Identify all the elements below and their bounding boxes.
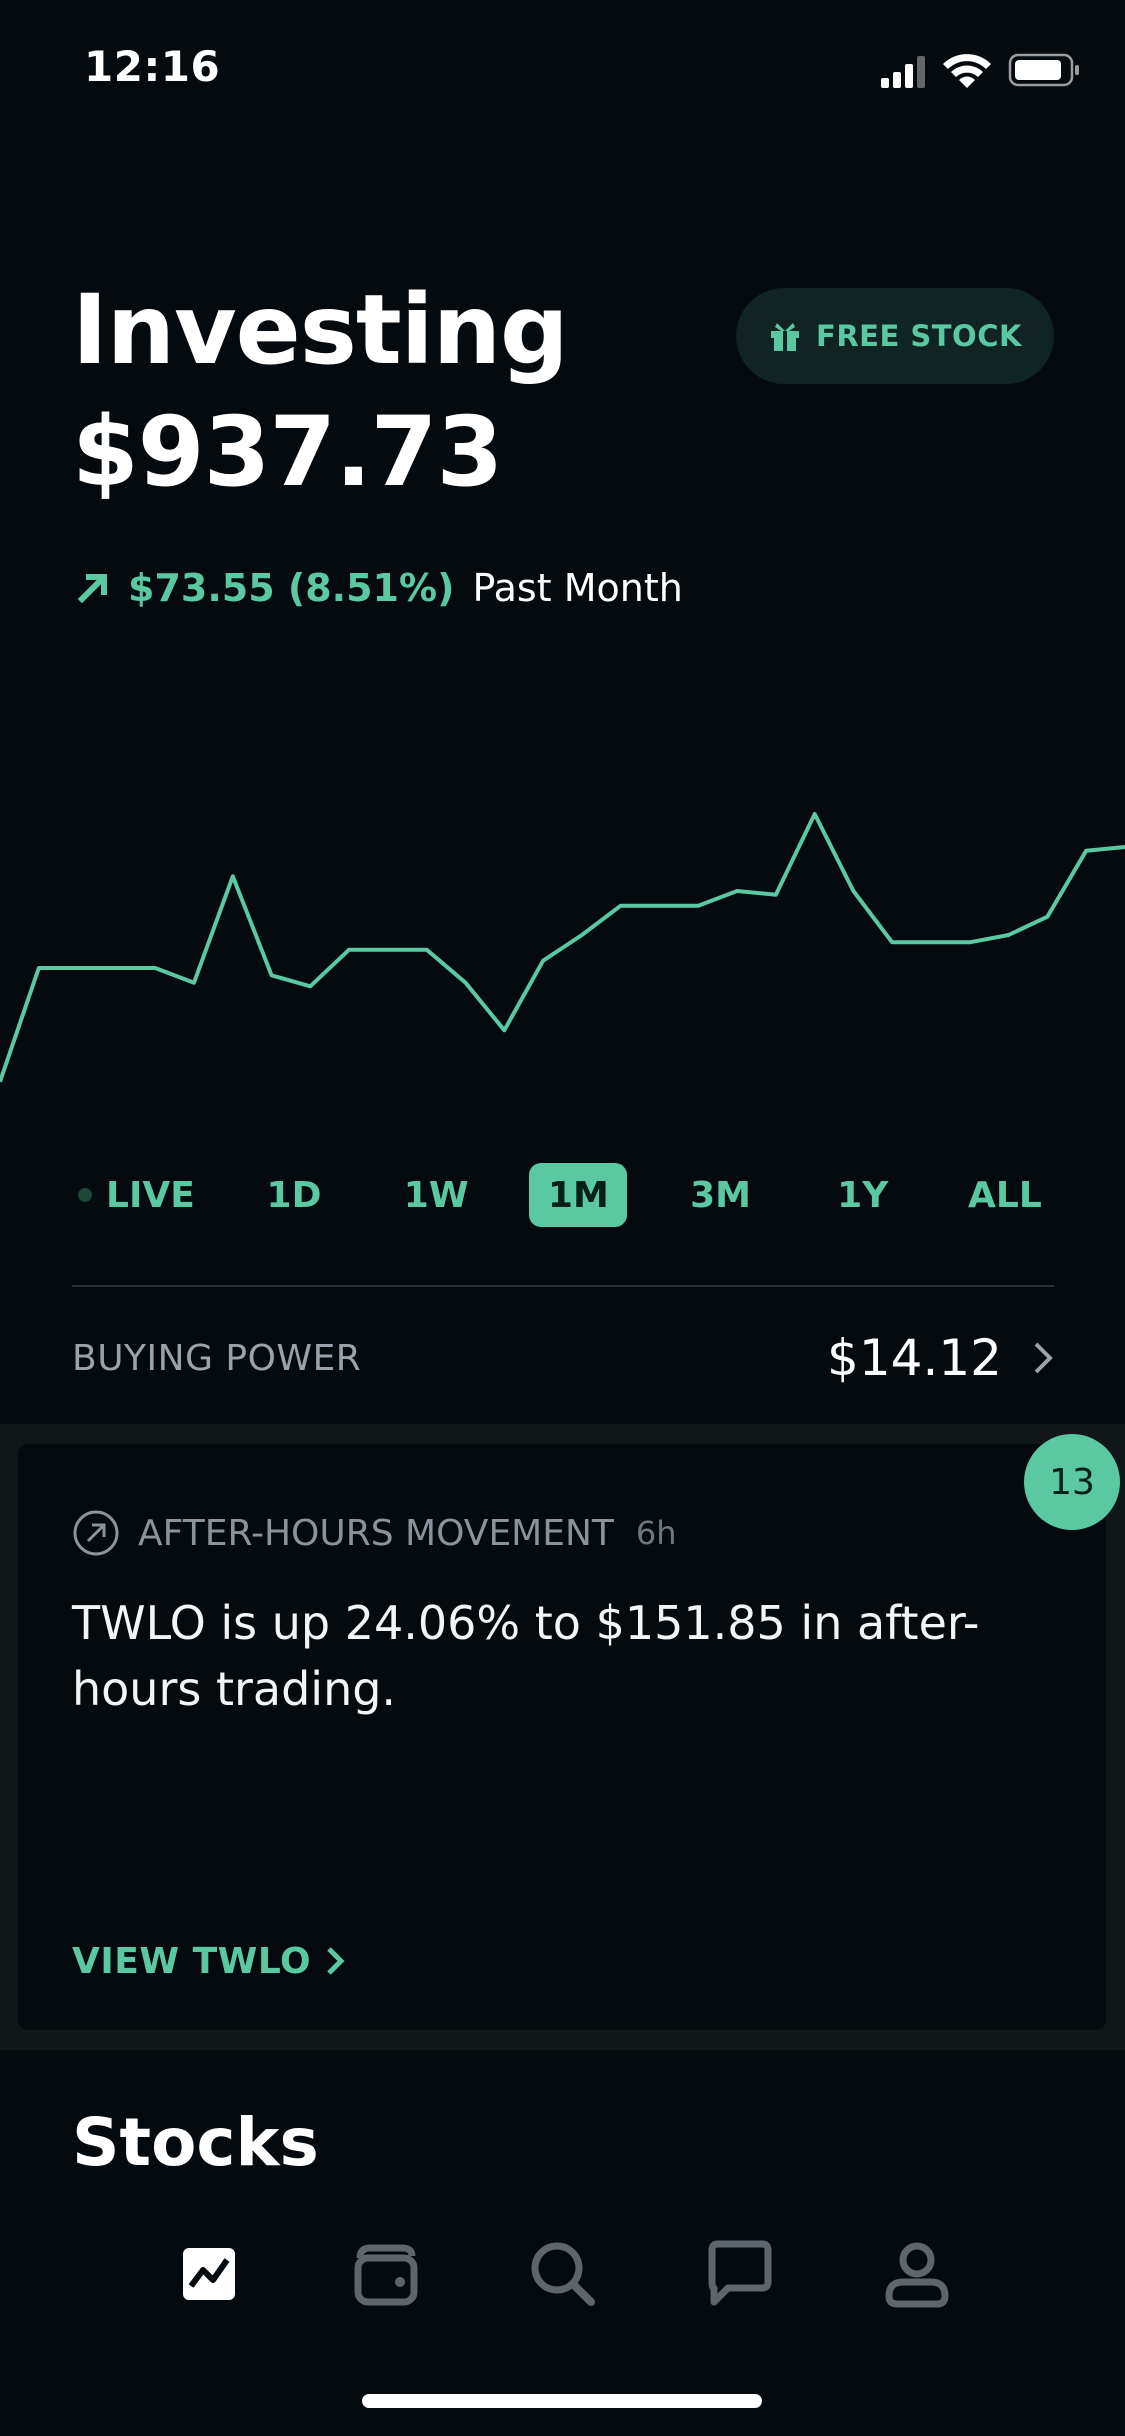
tab-search[interactable] <box>515 2226 611 2322</box>
change-value: $73.55 (8.51%) <box>128 566 455 610</box>
status-icons <box>881 53 1079 88</box>
chart-icon <box>182 2248 235 2300</box>
range-label: 1W <box>403 1174 469 1216</box>
free-stock-button[interactable]: FREE STOCK <box>736 288 1054 384</box>
tab-wallet[interactable] <box>338 2226 434 2322</box>
gift-icon <box>771 323 800 351</box>
chat-icon <box>708 2240 771 2306</box>
account-icon <box>884 2242 949 2308</box>
chevron-right-icon <box>1034 1342 1053 1374</box>
card-header: AFTER-HOURS MOVEMENT 6h <box>72 1508 677 1558</box>
arrow-up-right-icon <box>77 574 107 604</box>
tab-portfolio[interactable] <box>161 2226 257 2322</box>
range-selector: LIVE 1D 1W 1M 3M 1Y ALL <box>72 1158 1054 1232</box>
card-category: AFTER-HOURS MOVEMENT <box>138 1512 614 1554</box>
stocks-section-title: Stocks <box>72 2104 319 2181</box>
range-3m[interactable]: 3M <box>672 1163 770 1227</box>
range-label: 1M <box>547 1174 609 1216</box>
card-age: 6h <box>635 1514 677 1552</box>
range-1w[interactable]: 1W <box>387 1163 485 1227</box>
portfolio-chart[interactable] <box>0 760 1125 1120</box>
page-title: Investing <box>72 274 569 386</box>
live-dot-icon <box>78 1188 92 1202</box>
range-1m[interactable]: 1M <box>529 1163 628 1227</box>
tab-bar <box>0 2214 1125 2334</box>
buying-power-row[interactable]: BUYING POWER $14.12 <box>72 1300 1054 1416</box>
view-stock-link[interactable]: VIEW TWLO <box>72 1936 345 1986</box>
range-live[interactable]: LIVE <box>72 1163 201 1227</box>
wifi-icon <box>943 54 991 88</box>
change-period: Past Month <box>472 566 683 610</box>
range-1d[interactable]: 1D <box>245 1163 343 1227</box>
home-indicator <box>362 2394 762 2408</box>
portfolio-change: $73.55 (8.51%) Past Month <box>76 560 683 616</box>
buying-power-value: $14.12 <box>827 1329 1002 1387</box>
tab-account[interactable] <box>869 2226 965 2322</box>
news-card[interactable] <box>18 1444 1106 2030</box>
status-time: 12:16 <box>84 42 221 91</box>
signal-icon <box>881 56 925 88</box>
card-text: TWLO is up 24.06% to $151.85 in after-ho… <box>72 1596 980 1716</box>
buying-power-label: BUYING POWER <box>72 1337 362 1379</box>
trend-circle-icon <box>73 1510 119 1556</box>
range-label: LIVE <box>106 1174 195 1216</box>
divider <box>72 1285 1054 1287</box>
tab-messages[interactable] <box>692 2226 788 2322</box>
free-stock-label: FREE STOCK <box>816 319 1022 353</box>
range-label: 3M <box>690 1174 751 1216</box>
battery-icon <box>1008 53 1079 87</box>
range-1y[interactable]: 1Y <box>814 1163 912 1227</box>
range-label: 1D <box>266 1174 322 1216</box>
chevron-right-icon <box>327 1947 345 1975</box>
notification-count-badge[interactable]: 13 <box>1024 1434 1120 1530</box>
view-stock-label: VIEW TWLO <box>72 1940 312 1982</box>
wallet-icon <box>354 2244 417 2306</box>
range-label: ALL <box>968 1174 1042 1216</box>
chart-series-line <box>0 812 1125 1083</box>
search-icon <box>531 2242 595 2306</box>
range-label: 1Y <box>837 1174 889 1216</box>
range-all[interactable]: ALL <box>956 1163 1054 1227</box>
portfolio-balance: $937.73 <box>72 396 503 508</box>
